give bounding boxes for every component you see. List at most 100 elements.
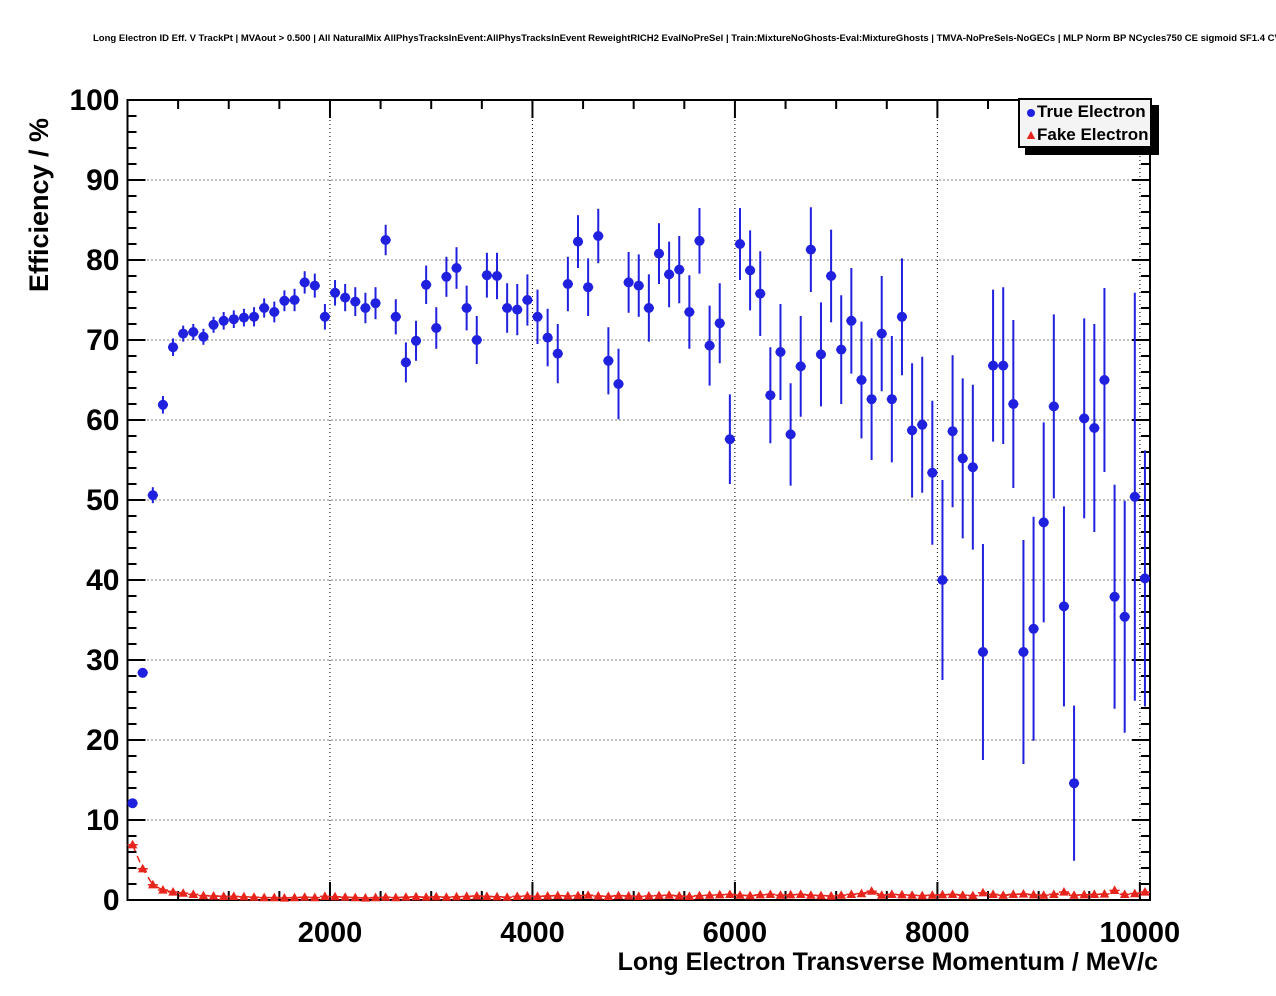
fake-electron-point [249,892,259,901]
fake-electron-point [623,891,634,900]
fake-electron-point [1109,885,1120,894]
true-electron-point [299,277,310,288]
fake-electron-point [593,891,604,900]
true-electron-marker-icon [1027,108,1035,117]
true-electron-point [846,315,857,326]
x-tick-label: 8000 [905,917,970,949]
true-electron-point [512,304,523,315]
true-electron-point [330,287,341,298]
fake-electron-point [471,891,482,900]
x-tick-label: 4000 [500,917,565,949]
y-axis-title: Efficiency / % [24,117,54,292]
true-electron-point [218,315,229,326]
true-electron-point [461,303,472,313]
true-electron-point [826,271,837,281]
true-electron-point [228,314,239,325]
fake-electron-point [1079,889,1089,899]
y-tick-label: 40 [86,564,119,597]
fake-electron-point [340,892,350,901]
true-electron-point [380,235,391,245]
true-electron-point [623,277,634,288]
fake-electron-point [806,890,816,899]
fake-electron-point [603,891,614,900]
true-electron-point [1028,623,1039,634]
fake-electron-point [957,890,968,899]
y-tick-label: 50 [86,484,119,517]
true-electron-point [370,298,381,309]
true-electron-point [927,467,938,478]
true-electron-point [259,303,270,313]
true-electron-point [1038,517,1049,528]
fake-electron-point [188,889,199,898]
true-electron-point [745,265,756,276]
true-electron-point [481,270,492,281]
fake-electron-point [198,890,209,900]
y-tick-label: 20 [86,724,119,757]
fake-electron-point [299,892,310,901]
chart-title: Long Electron ID Eff. V TrackPt | MVAout… [93,33,1276,44]
fake-electron-point [512,891,523,900]
fake-electron-point [573,890,583,900]
fake-electron-point [350,892,361,902]
true-electron-point [1089,423,1100,433]
true-electron-point [653,248,664,259]
true-electron-point [1018,647,1029,657]
x-tick-label: 10000 [1100,917,1181,949]
true-electron-point [147,490,158,501]
true-electron-point [451,263,462,273]
true-electron-point [431,323,442,333]
true-electron-point [168,342,179,353]
plot-frame [126,99,1151,901]
fake-electron-point [239,891,249,901]
true-electron-point [532,311,543,322]
fake-electron-point [907,890,917,899]
fake-electron-point [633,891,644,900]
true-electron-point [947,426,958,437]
y-tick-label: 10 [86,804,119,837]
fake-electron-point [968,890,978,900]
fake-electron-point [1018,889,1029,898]
true-electron-point [1139,573,1150,584]
true-electron-point [340,292,351,303]
fake-electron-point [846,889,857,898]
fake-electron-point [826,891,836,900]
fake-electron-point [330,891,340,901]
fake-electron-point [684,891,695,900]
x-axis-title: Long Electron Transverse Momentum / MeV/… [617,948,1158,976]
fake-electron-point [1119,889,1130,898]
fake-electron-point [937,889,948,899]
fake-electron-point [876,890,887,899]
fake-electron-point [725,889,735,898]
true-electron-point [269,307,280,317]
true-electron-point [704,340,715,351]
fake-electron-point [1028,889,1039,899]
fake-electron-point [1069,890,1079,899]
fake-electron-point [461,891,472,900]
true-electron-point [208,319,219,330]
true-electron-point [1129,491,1140,502]
fake-electron-point [755,889,766,899]
true-electron-point [664,269,675,280]
fake-electron-point [836,890,847,899]
fake-electron-point [856,888,867,898]
true-electron-point [471,335,482,345]
true-electron-point [350,296,361,307]
true-electron-point [967,462,978,473]
true-electron-point [502,303,513,313]
true-electron-point [815,349,826,360]
fake-electron-point [127,839,138,849]
true-electron-point [562,279,573,289]
fake-electron-point [785,889,796,899]
fake-electron-point [795,889,806,898]
true-electron-point [360,303,371,313]
fake-electron-point [259,892,269,902]
fake-electron-point [1049,889,1059,898]
true-electron-point [836,344,847,355]
true-electron-point [573,236,584,247]
y-tick-label: 60 [86,404,119,437]
fake-electron-point [370,892,381,902]
x-tick-label: 2000 [298,917,363,949]
fake-electron-point [714,889,725,899]
fake-electron-point [866,886,877,895]
true-electron-point [957,453,968,464]
